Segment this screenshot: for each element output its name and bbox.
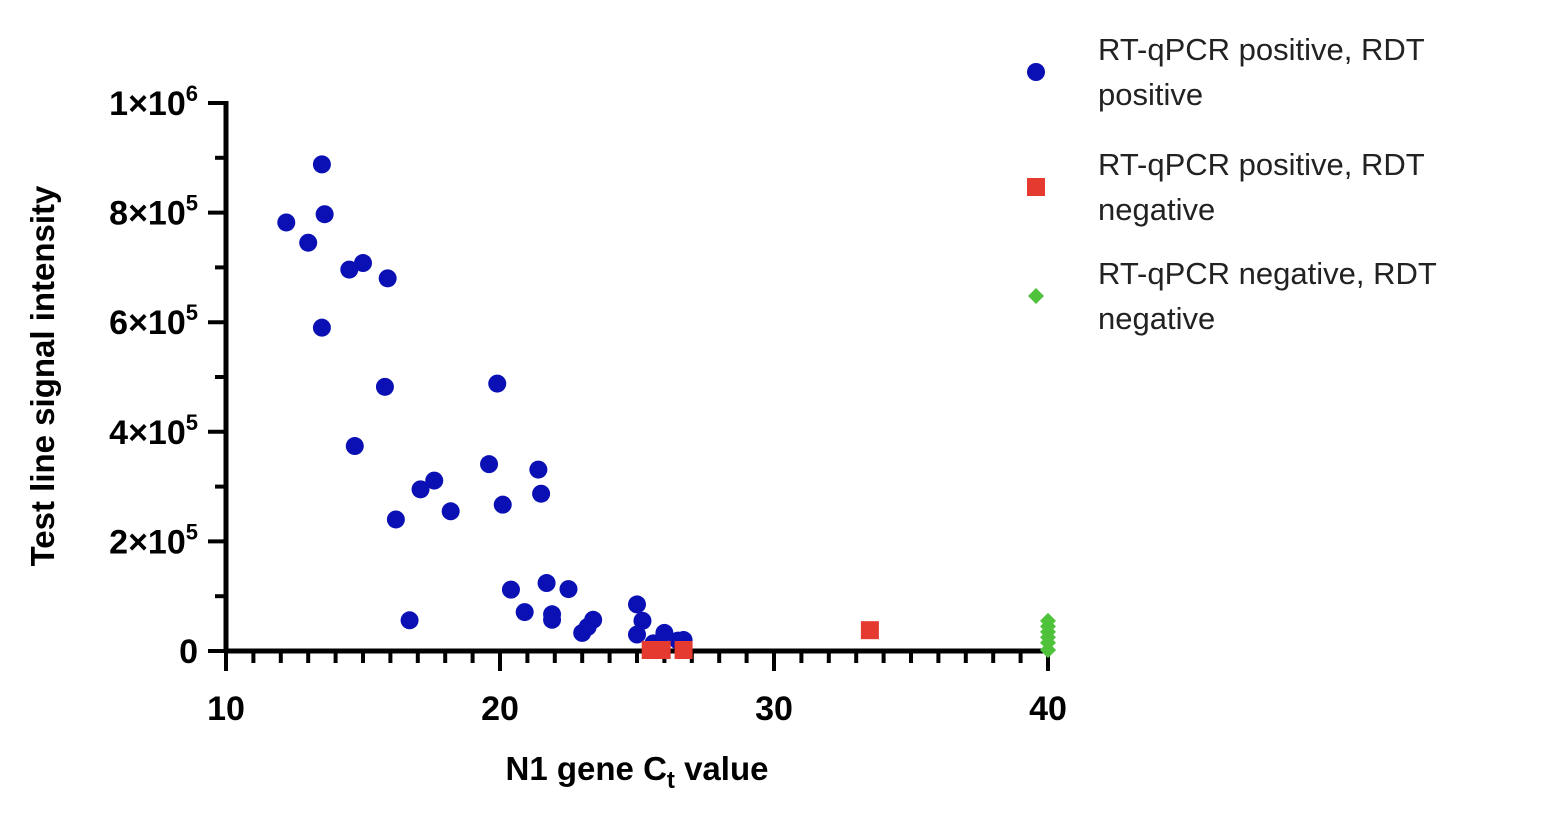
x-tick-label: 20 [481, 690, 519, 728]
y-ticks: 0 2×105 4×105 6×105 8×105 1×106 [109, 81, 226, 671]
data-point [501, 580, 520, 599]
y-tick-label: 8×105 [109, 191, 198, 233]
legend-label: RT-qPCR positive, RDT [1098, 147, 1425, 182]
data-point [674, 641, 693, 659]
data-point [515, 603, 534, 622]
series-2 [641, 621, 879, 659]
data-point [312, 318, 331, 337]
x-tick-label: 10 [207, 690, 245, 728]
data-point [340, 260, 359, 279]
data-point [628, 595, 646, 614]
legend-label: positive [1098, 77, 1203, 112]
data-point [312, 155, 331, 174]
data-point [537, 574, 556, 593]
y-tick-label: 2×105 [109, 519, 198, 561]
legend-marker [1028, 288, 1044, 304]
legend-label: negative [1098, 192, 1215, 227]
axes [223, 101, 1050, 654]
data-point [425, 471, 444, 490]
data-point [441, 502, 460, 521]
x-ticks: 10 20 30 40 [207, 651, 1067, 728]
data-point [488, 374, 507, 393]
data-point [543, 610, 562, 629]
data-point [633, 611, 652, 630]
data-point [655, 623, 674, 642]
data-point [386, 510, 405, 529]
data-point [378, 269, 397, 288]
legend-label: negative [1098, 301, 1215, 336]
data-point [315, 205, 334, 224]
x-tick-label: 40 [1029, 690, 1067, 728]
x-tick-label: 30 [755, 690, 793, 728]
data-point [345, 437, 364, 456]
legend-item: RT-qPCR negative, RDT negative [1028, 256, 1437, 336]
data-points [277, 155, 1056, 659]
data-point [584, 610, 603, 629]
data-point [411, 480, 430, 499]
data-point [354, 254, 372, 273]
data-point [299, 233, 318, 252]
data-point [652, 641, 671, 659]
data-point [529, 460, 548, 479]
legend-item: RT-qPCR positive, RDT positive [1027, 32, 1425, 112]
data-point [628, 625, 646, 644]
data-point [1040, 642, 1056, 658]
x-axis-title: N1 gene Ct value [506, 750, 769, 794]
data-point [480, 455, 499, 474]
data-point [493, 495, 512, 514]
y-tick-label: 0 [179, 633, 198, 671]
y-tick-label: 4×105 [109, 410, 198, 452]
legend-label: RT-qPCR positive, RDT [1098, 32, 1425, 67]
legend-item: RT-qPCR positive, RDT negative [1027, 147, 1425, 227]
series-3 [1040, 612, 1056, 658]
y-axis-title: Test line signal intensity [24, 185, 61, 566]
data-point [860, 621, 879, 640]
y-tick-label: 1×106 [109, 81, 198, 123]
y-tick-label: 6×105 [109, 300, 198, 342]
legend-label: RT-qPCR negative, RDT [1098, 256, 1437, 291]
data-point [559, 580, 578, 599]
data-point [400, 611, 419, 630]
legend-marker [1027, 178, 1045, 196]
data-point [277, 213, 296, 232]
data-point [532, 484, 551, 503]
legend-marker [1027, 63, 1045, 81]
series-1 [277, 155, 693, 653]
data-point [375, 377, 394, 396]
